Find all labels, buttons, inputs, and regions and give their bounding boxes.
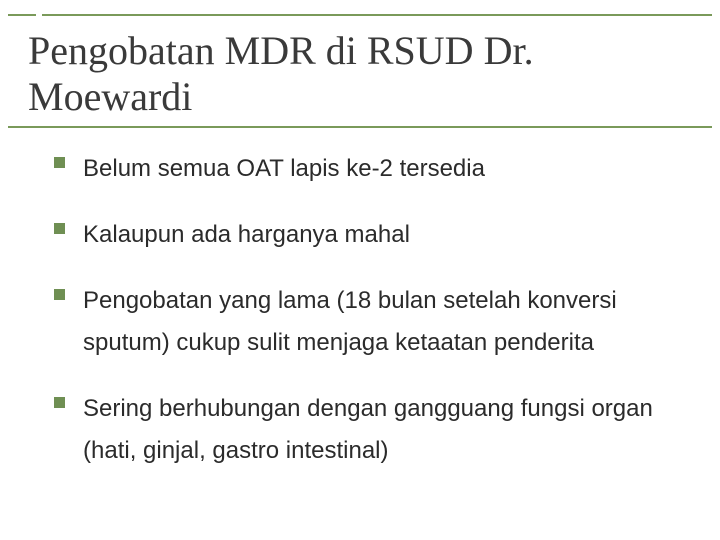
square-bullet-icon — [54, 157, 65, 168]
square-bullet-icon — [54, 397, 65, 408]
slide: Pengobatan MDR di RSUD Dr. Moewardi Belu… — [0, 0, 720, 540]
rule-top-long — [42, 14, 712, 16]
title-block: Pengobatan MDR di RSUD Dr. Moewardi — [20, 28, 700, 130]
list-item: Kalaupun ada harganya mahal — [54, 214, 676, 256]
bullet-list: Belum semua OAT lapis ke-2 tersedia Kala… — [20, 130, 700, 472]
rule-bottom — [8, 126, 712, 128]
list-item: Belum semua OAT lapis ke-2 tersedia — [54, 148, 676, 190]
square-bullet-icon — [54, 289, 65, 300]
rule-top-short — [8, 14, 36, 16]
list-item-text: Sering berhubungan dengan gangguang fung… — [83, 388, 676, 472]
slide-title: Pengobatan MDR di RSUD Dr. Moewardi — [28, 28, 692, 120]
list-item-text: Kalaupun ada harganya mahal — [83, 214, 410, 256]
list-item-text: Belum semua OAT lapis ke-2 tersedia — [83, 148, 485, 190]
list-item-text: Pengobatan yang lama (18 bulan setelah k… — [83, 280, 676, 364]
square-bullet-icon — [54, 223, 65, 234]
list-item: Sering berhubungan dengan gangguang fung… — [54, 388, 676, 472]
list-item: Pengobatan yang lama (18 bulan setelah k… — [54, 280, 676, 364]
